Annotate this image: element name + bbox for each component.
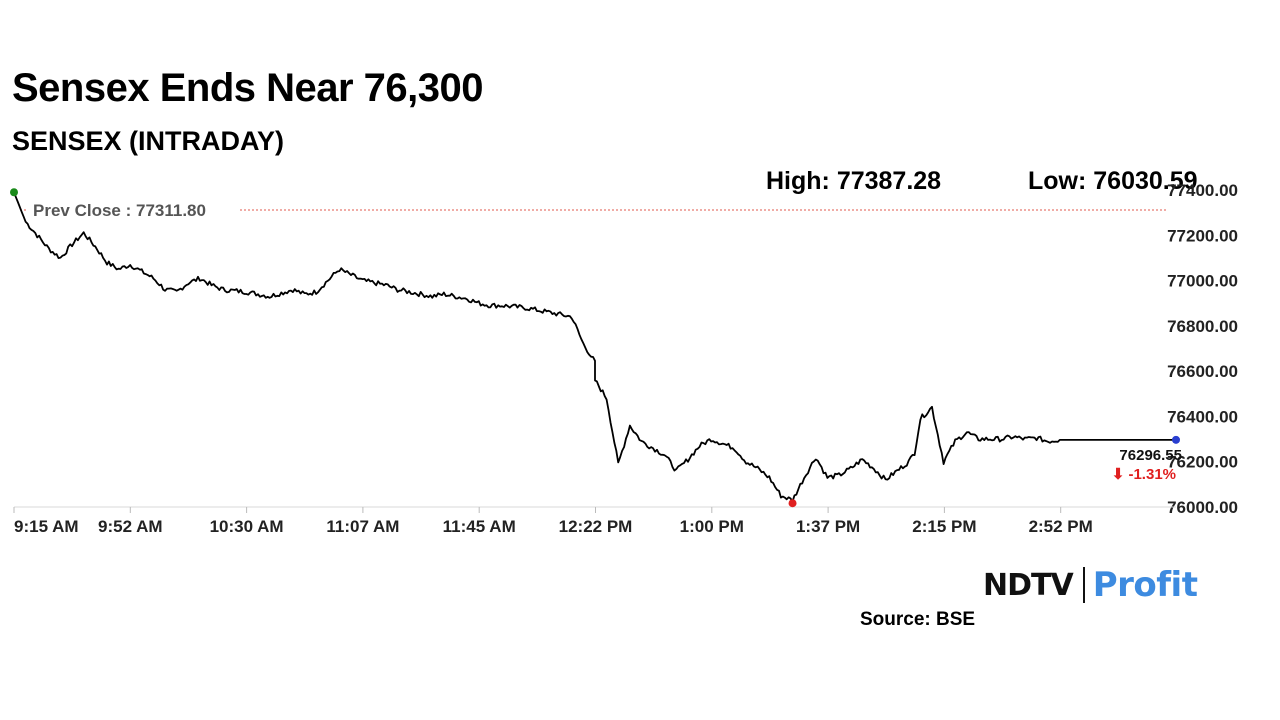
y-tick-label: 77200.00 [1167, 226, 1238, 245]
high-value: High: 77387.28 [766, 167, 942, 195]
logo-divider [1082, 567, 1085, 603]
last-value-label: 76296.55 [1119, 447, 1182, 464]
logo-profit-text: Profit [1092, 565, 1198, 605]
x-tick-label: 11:07 AM [326, 517, 399, 536]
y-tick-label: 76400.00 [1167, 407, 1238, 426]
x-tick-label: 12:22 PM [559, 517, 633, 536]
y-tick-label: 76800.00 [1167, 317, 1238, 336]
price-line [13, 191, 1176, 503]
x-tick-label: 1:37 PM [796, 517, 860, 536]
y-tick-label: 76600.00 [1167, 362, 1238, 381]
page-title: Sensex Ends Near 76,300 [12, 66, 484, 110]
y-tick-label: 76000.00 [1167, 498, 1238, 517]
prev-close-label-bg [28, 198, 240, 221]
low-value: Low: 76030.59 [1028, 167, 1198, 195]
x-axis: 9:15 AM 9:52 AM 10:30 AM 11:07 AM 11:45 AM 12… [13, 506, 1176, 536]
y-tick-label: 77400.00 [1167, 181, 1238, 200]
y-tick-label: 76200.00 [1167, 453, 1238, 472]
x-tick-label: 2:52 PM [1029, 517, 1093, 536]
prev-close-label: Prev Close : 77311.80 [33, 201, 206, 220]
logo-ndtv-text: NDTV [983, 567, 1074, 603]
x-tick-label: 11:45 AM [443, 517, 516, 536]
source-label: Source: BSE [860, 609, 976, 630]
y-tick-label: 77000.00 [1167, 272, 1238, 291]
end-marker [1172, 435, 1180, 444]
x-tick-label: 9:15 AM [14, 517, 79, 536]
x-tick-label: 10:30 AM [210, 517, 284, 536]
chart-subtitle: SENSEX (INTRADAY) [12, 126, 285, 156]
x-tick-label: 1:00 PM [680, 517, 744, 536]
start-marker [10, 188, 18, 197]
y-axis: 77400.00 77200.00 77000.00 76800.00 76600.00… [1167, 181, 1238, 517]
x-tick-label: 2:15 PM [912, 517, 976, 536]
ndtv-profit-logo: NDTV Profit [983, 565, 1198, 605]
low-marker [788, 499, 797, 508]
x-tick-label: 9:52 AM [98, 517, 163, 536]
last-change-label: ⬇ -1.31% [1112, 466, 1176, 483]
